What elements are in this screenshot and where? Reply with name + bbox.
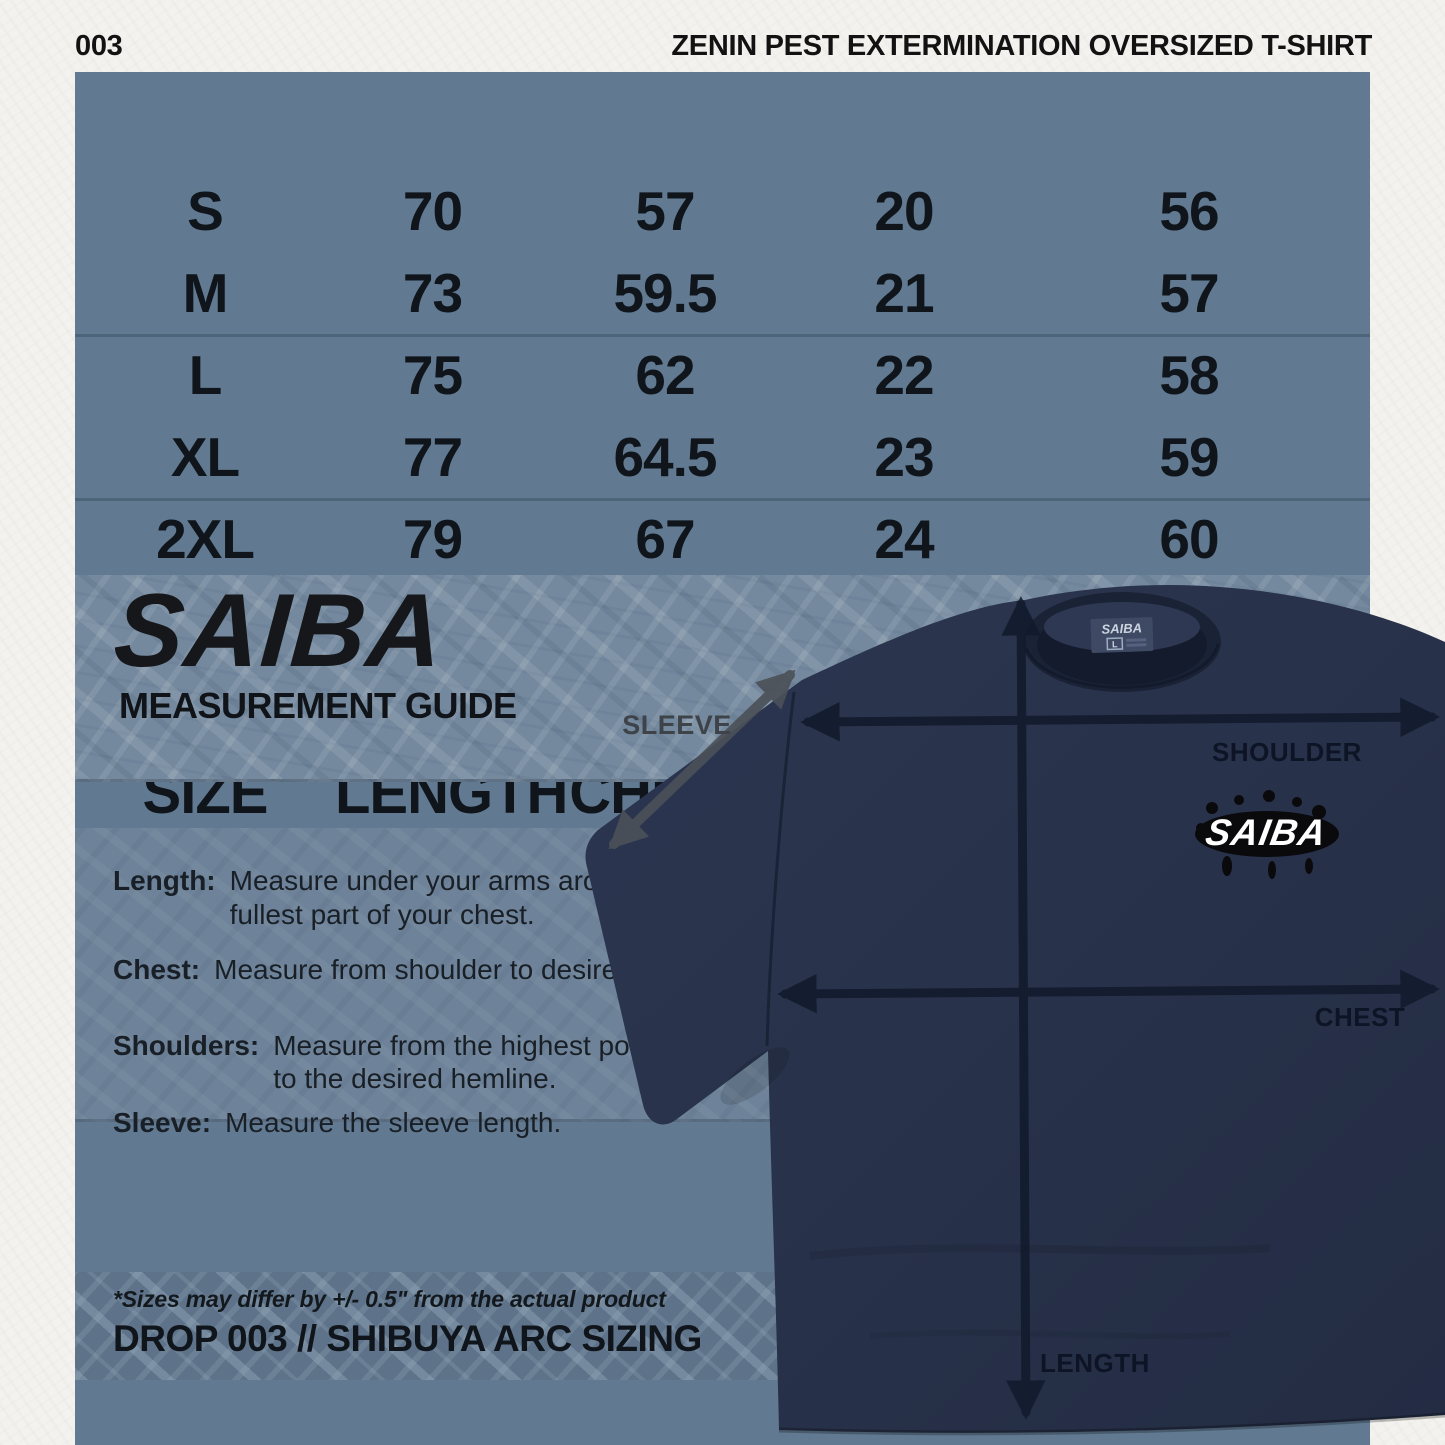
length-arrow: [1001, 596, 1046, 1420]
instruction-label: Chest:: [113, 954, 201, 986]
chest-arrow: [777, 969, 1440, 1014]
instruction-length: Length: Measure under your arms around t…: [113, 864, 1370, 931]
instruction-label: Length:: [113, 865, 216, 896]
cell-shoulder: 58: [1159, 344, 1219, 406]
size-row-l: L 75 62 22 58: [75, 334, 1370, 416]
hem-shadow: [778, 1412, 1445, 1436]
cell-length: 73: [402, 262, 463, 324]
cell-sleeve: 23: [874, 426, 934, 488]
chest-label: CHEST: [1315, 1002, 1406, 1032]
cell-sleeve: 20: [874, 180, 934, 242]
shoulder-arrow: [800, 697, 1440, 742]
cell-size: XL: [170, 426, 240, 488]
cell-shoulder: 60: [1159, 508, 1219, 570]
neck-label-brand: SAIBA: [1101, 620, 1142, 636]
cell-length: 79: [402, 508, 463, 570]
instruction-label: Sleeve:: [113, 1106, 212, 1138]
cell-chest: 59.5: [613, 262, 717, 324]
measurement-labels: SHOULDER CHEST LENGTH SLEEVE: [622, 710, 1405, 1378]
size-row-2xl: 2XL 79 67 24 60: [75, 498, 1370, 580]
drop-sizing-line: DROP 003 // SHIBUYA ARC SIZING: [113, 1318, 702, 1359]
neck-label: SAIBA L: [1090, 616, 1154, 654]
cell-shoulder: 57: [1159, 262, 1219, 324]
cell-length: 70: [402, 180, 463, 242]
chest-logo: SAIBA: [1195, 790, 1339, 879]
drop-number: 003: [75, 30, 123, 62]
chest-logo-text: SAIBA: [1203, 811, 1330, 853]
tshirt-measurement-figure: SAIBA L SAIBA: [585, 584, 1445, 1436]
cell-chest: 64.5: [613, 426, 717, 488]
instruction-label: Shoulders:: [113, 1029, 260, 1061]
cell-size: M: [182, 262, 229, 324]
instruction-text: Measure the sleeve length.: [225, 1106, 562, 1138]
cell-sleeve: 21: [874, 262, 934, 324]
paint-splatter: [1195, 790, 1339, 879]
tshirt-collar: SAIBA L: [1023, 592, 1221, 692]
cell-shoulder: 56: [1159, 180, 1219, 242]
cell-chest: 62: [635, 344, 695, 406]
cell-shoulder: 59: [1159, 426, 1219, 488]
sleeve-arrow: [608, 669, 796, 850]
cell-size: S: [187, 180, 224, 242]
measurement-guide-label: MEASUREMENT GUIDE: [119, 685, 517, 726]
size-disclaimer: *Sizes may differ by +/- 0.5" from the a…: [113, 1286, 666, 1312]
cell-chest: 57: [635, 180, 695, 242]
cell-chest: 67: [635, 508, 695, 570]
length-label: LENGTH: [1040, 1348, 1150, 1378]
measurement-arrows: [777, 596, 1440, 1420]
cell-sleeve: 24: [874, 508, 934, 570]
size-row-s: S 70 57 20 56: [75, 170, 1370, 252]
product-title: ZENIN PEST EXTERMINATION OVERSIZED T-SHI…: [671, 30, 1372, 62]
cell-sleeve: 22: [874, 344, 934, 406]
cell-length: 77: [402, 426, 463, 488]
top-header: 003 ZENIN PEST EXTERMINATION OVERSIZED T…: [75, 30, 1372, 63]
cell-size: 2XL: [156, 508, 255, 570]
neck-label-size: L: [1112, 639, 1118, 649]
cell-length: 75: [402, 344, 463, 406]
instruction-sleeve: Sleeve: Measure the sleeve length.: [113, 1106, 1370, 1140]
size-row-m: M 73 59.5 21 57: [75, 252, 1370, 337]
shoulder-label: SHOULDER: [1212, 737, 1362, 767]
cell-size: L: [188, 344, 223, 406]
size-row-xl: XL 77 64.5 23 59: [75, 416, 1370, 501]
sleeve-label: SLEEVE: [622, 710, 732, 740]
